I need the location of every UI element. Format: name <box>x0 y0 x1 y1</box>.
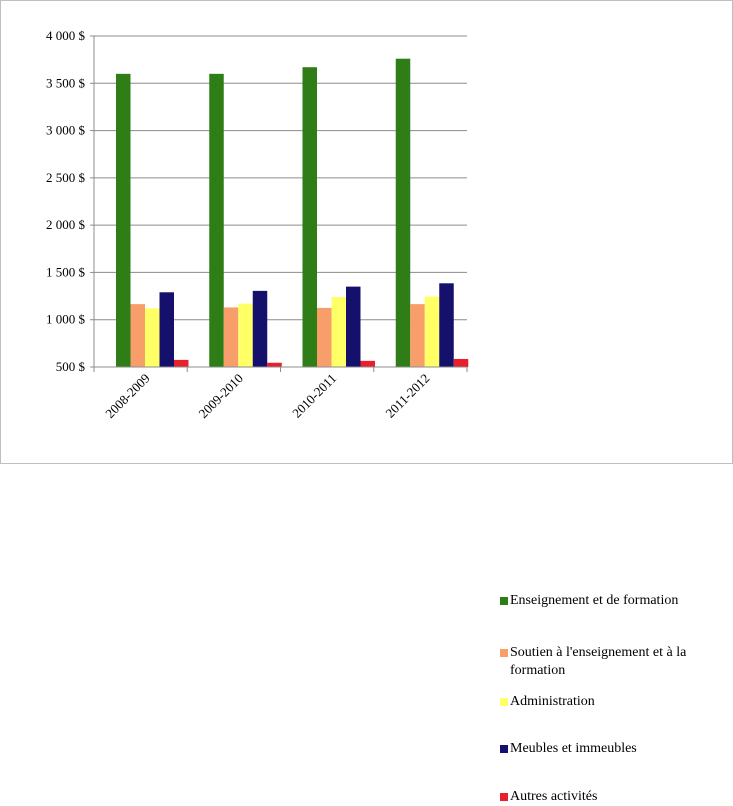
y-tick-label: 3 000 $ <box>46 123 86 138</box>
legend-label: Meubles et immeubles <box>510 741 637 756</box>
y-tick-label: 1 500 $ <box>46 264 86 279</box>
y-tick-label: 4 000 $ <box>46 28 86 43</box>
x-tick-label: 2011-2012 <box>382 371 432 421</box>
bar <box>360 360 375 367</box>
x-axis-tick-labels: 2008-2009 2009-2010 2010-2011 2011-2012 <box>102 371 432 421</box>
bar <box>331 297 346 367</box>
bar <box>159 292 174 367</box>
bar <box>174 359 189 367</box>
legend-item-enseignement: Enseignement et de formation <box>500 592 725 610</box>
x-tick-label: 2008-2009 <box>102 371 152 421</box>
legend-item-soutien: Soutien à l'enseignement et à la formati… <box>500 644 725 680</box>
bar <box>317 307 332 367</box>
legend-item-meubles: Meubles et immeubles <box>500 740 725 758</box>
bar <box>145 308 160 367</box>
bar <box>302 67 317 368</box>
bar <box>238 303 253 367</box>
y-tick-label: 2 500 $ <box>46 170 86 185</box>
bar-chart: 4 000 $ 3 500 $ 3 000 $ 2 500 $ 2 000 $ 1 500… <box>46 28 469 421</box>
legend-item-administration: Administration <box>500 693 725 711</box>
y-tick-label: 500 $ <box>56 359 86 374</box>
legend-swatch <box>500 793 508 801</box>
gridlines <box>94 35 467 321</box>
legend-item-autres: Autres activités <box>500 788 725 806</box>
bar <box>116 73 131 367</box>
legend-label: Soutien à l'enseignement et à la formati… <box>510 645 687 678</box>
y-tick-label: 2 000 $ <box>46 217 86 232</box>
bar <box>267 362 282 367</box>
legend-swatch <box>500 597 508 605</box>
x-tick-label: 2009-2010 <box>196 371 246 421</box>
bar <box>130 304 145 367</box>
legend-swatch <box>500 649 508 657</box>
bar <box>252 290 268 367</box>
bar <box>209 73 224 367</box>
bar <box>424 296 440 367</box>
bar <box>395 58 411 367</box>
legend-label: Autres activités <box>510 789 598 804</box>
y-axis-tick-labels: 4 000 $ 3 500 $ 3 000 $ 2 500 $ 2 000 $ 1 500… <box>46 28 86 374</box>
legend-label: Administration <box>510 694 595 709</box>
bar <box>453 358 469 367</box>
bar <box>439 283 454 367</box>
legend-swatch <box>500 698 508 706</box>
x-tick-label: 2010-2011 <box>289 371 339 421</box>
bar <box>223 307 239 367</box>
axes <box>90 35 468 372</box>
bar <box>410 304 425 367</box>
y-tick-label: 1 000 $ <box>46 312 86 327</box>
legend-swatch <box>500 745 508 753</box>
y-tick-label: 3 500 $ <box>46 75 86 90</box>
legend-label: Enseignement et de formation <box>510 593 679 608</box>
bar <box>346 286 361 367</box>
bars <box>116 58 469 368</box>
